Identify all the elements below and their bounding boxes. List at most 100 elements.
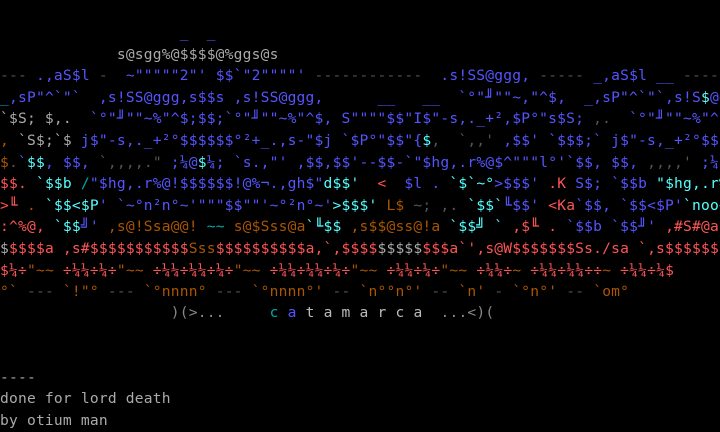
- art-segment: ╙$$': [503, 196, 549, 214]
- title-letter: r: [377, 304, 396, 321]
- art-segment: "~~: [350, 261, 387, 279]
- art-segment: `,,,,.": [98, 153, 171, 171]
- art-segment: $: [0, 153, 9, 171]
- art-segment: `╙$$: [305, 218, 351, 236]
- art-segment: .,aS$l: [35, 67, 99, 85]
- art-segment: `$$, `$$<$P': [575, 196, 684, 214]
- art-segment: "~~: [116, 261, 153, 279]
- title-letter: c: [395, 304, 414, 321]
- art-segment: ~~: [206, 218, 234, 236]
- art-segment: ---: [0, 67, 36, 85]
- art-segment: _,aS$l __: [593, 67, 684, 85]
- credits-line-author: by otium man: [0, 412, 108, 429]
- art-segment: °`: [0, 283, 27, 301]
- art-segment: ---: [215, 283, 252, 301]
- art-segment: `$$`: [467, 196, 504, 214]
- title-letter: m: [341, 304, 360, 321]
- art-segment: $$$$$: [377, 240, 423, 257]
- art-segment: ------------: [305, 67, 441, 85]
- art-segment: s@$Sss@a: [233, 218, 306, 236]
- art-segment: ---: [107, 283, 144, 301]
- art-segment: ' `~°n²n°~'"""$$""'~°²n°~': [98, 196, 333, 214]
- art-segment: ¼; `s.,"' ,$$,$$'--$$-`"$hg,.r%@$^"""l°'…: [206, 153, 648, 171]
- art-segment: ÷¼¼÷¼$: [620, 261, 675, 279]
- art-segment: $: [700, 88, 710, 106]
- art-segment: , `,,': [431, 132, 504, 149]
- art-segment: >$$$': [332, 196, 387, 214]
- art-segment: `$`~°: [449, 175, 495, 193]
- art-segment: ,s@W$$$$$$$Ss./sa `,s$$$$$$$$$$$: [476, 240, 720, 257]
- art-segment: --: [431, 283, 459, 301]
- art-segment: `$$╝ `: [449, 218, 513, 236]
- title-line: )(>... c a t a m a r c a ...<)(: [0, 302, 720, 324]
- art-segment: `n': [458, 283, 495, 301]
- art-segment: <Ka: [548, 196, 576, 214]
- title-letter: c: [269, 304, 288, 321]
- art-segment: `S$;`$: [17, 132, 81, 149]
- art-segment: /: [80, 175, 90, 193]
- art-row: $.`$$, $$, `,,,,." ;¼@$¼; `s.,"' ,$$,$$'…: [0, 152, 720, 174]
- art-row: s@sgg%@$$$$@%ggs@s: [0, 44, 720, 66]
- title-right-deco: ...<)(: [440, 304, 495, 321]
- art-segment: `°n°': [512, 283, 567, 301]
- art-segment: $: [197, 153, 207, 171]
- art-segment: ,s$$@ss@!a: [350, 218, 450, 236]
- art-segment: $$$$: [341, 240, 378, 257]
- art-segment: ,,,,': [647, 153, 702, 171]
- title-left-deco: )(>...: [170, 304, 225, 321]
- title-letter: a: [323, 304, 342, 321]
- credits-divider: ----: [0, 369, 36, 386]
- art-segment: ;¼@: [170, 153, 198, 171]
- art-segment: `om°: [593, 283, 630, 301]
- art-segment: `°nnnn°: [143, 283, 216, 301]
- art-segment: ,#S#@a╙$$: [665, 218, 720, 236]
- art-segment: >$$$': [494, 175, 549, 193]
- art-segment: ~: [602, 261, 621, 279]
- art-row: _ _: [0, 22, 720, 44]
- art-segment: $¼÷: [0, 261, 27, 279]
- art-segment: .s!SS@ggg,: [440, 67, 540, 85]
- art-row: $¼÷"~~ ÷¼¼÷¼÷"~~ ÷¼¼÷¼¼÷¼÷"~~ ÷¼¼÷¼¼÷¼÷"…: [0, 260, 720, 282]
- art-segment: --: [566, 283, 594, 301]
- title-letter: a: [287, 304, 306, 321]
- art-segment: ,sP"^`"` ,s!SS@ggg,s$$s ,s!SS@ggg, __ __…: [9, 88, 701, 106]
- art-segment: , $$,: [44, 153, 99, 171]
- art-segment: ~: [512, 261, 531, 279]
- art-row: $$$$$a ,s#$$$$$$$$$$$Sss$$$$$$$$$$a,`,$$…: [0, 238, 720, 260]
- art-segment: s@sgg%@$$$$@%ggs@s: [116, 45, 279, 63]
- art-segment: `: [18, 153, 27, 171]
- art-segment: ,s@!Ssa@@!: [107, 218, 207, 236]
- art-segment: $l .: [404, 175, 450, 193]
- art-segment: .K: [548, 175, 576, 193]
- art-row: , `S$;`$ j$"-s,._+²°$$$$$$°²+_.,s-"$j `$…: [0, 130, 720, 152]
- art-segment: :^%@,: [0, 218, 54, 236]
- art-segment: .: [9, 153, 18, 171]
- art-segment: _: [0, 88, 9, 106]
- art-segment: $: [0, 240, 9, 257]
- art-segment: -: [98, 67, 126, 85]
- art-segment: "~~: [233, 261, 270, 279]
- art-segment: `n°°n°': [359, 283, 432, 301]
- art-segment: `$$<$P: [44, 196, 99, 214]
- art-segment: ╝': [80, 218, 108, 236]
- art-segment: `°nnnn°': [251, 283, 333, 301]
- art-segment: >╙: [0, 196, 27, 214]
- art-row: --- .,aS$l - ~"""""2"' $$`"2""""' ------…: [0, 65, 720, 87]
- title-letter: t: [305, 304, 324, 321]
- art-segment: S$; `$$b: [575, 175, 657, 193]
- art-segment: `°"╜""~%"^$;$$;`°"╜""~%"^$, S""""$$"I$"-…: [89, 110, 594, 128]
- art-row: _,sP"^`"` ,s!SS@ggg,s$$s ,s!SS@ggg, __ _…: [0, 87, 720, 109]
- art-segment: ,$╙ .: [512, 218, 567, 236]
- art-segment: d$$': [323, 175, 360, 193]
- art-segment: --: [332, 283, 360, 301]
- art-row: >╙ . `$$<$P' `~°n²n°~'"""$$""'~°²n°~'>$$…: [0, 195, 720, 217]
- art-segment: ,.: [593, 110, 630, 128]
- art-segment: @ggg,: [709, 88, 720, 106]
- art-segment: `$$: [53, 218, 81, 236]
- art-segment: <: [359, 175, 405, 193]
- art-segment: .: [26, 196, 45, 214]
- art-segment: "~~: [26, 261, 63, 279]
- art-segment: ÷¼¼÷: [476, 261, 513, 279]
- art-segment: $$$$$$$$$$a,`,: [215, 240, 342, 257]
